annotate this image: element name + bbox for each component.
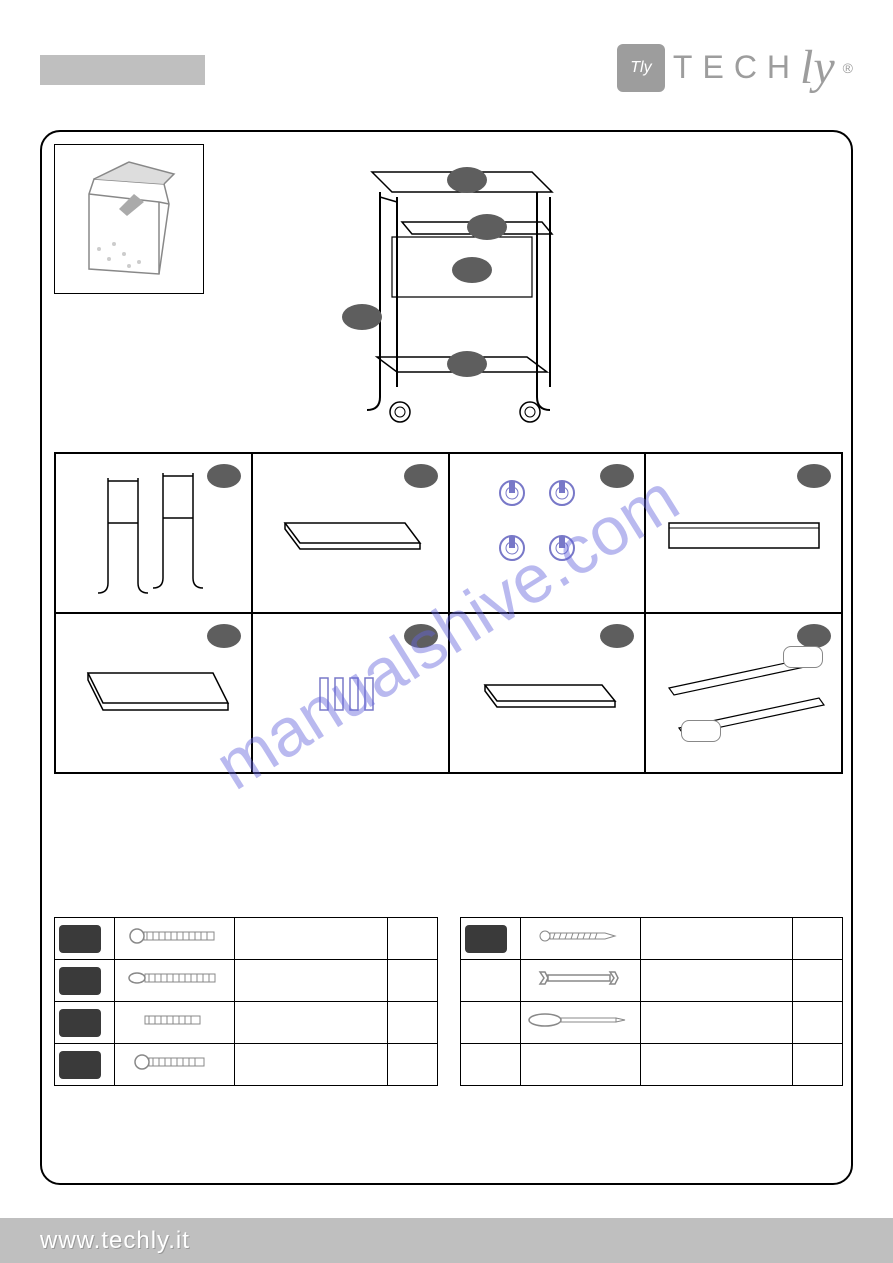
hw-qty	[793, 1044, 843, 1086]
screwdriver-icon	[520, 1002, 640, 1044]
part-badge	[600, 624, 634, 648]
part-badge	[207, 464, 241, 488]
hardware-table-right	[460, 917, 844, 1086]
rail-label	[783, 646, 823, 668]
hw-desc	[640, 1002, 793, 1044]
main-frame	[40, 130, 853, 1185]
table-row	[55, 918, 438, 960]
stud-icon	[115, 1002, 235, 1044]
product-exploded-view	[292, 142, 592, 442]
footer-url: www.techly.it	[40, 1227, 190, 1255]
header: Tly TECH ly ®	[0, 0, 893, 110]
table-row	[460, 918, 843, 960]
part-cell-legs	[55, 453, 252, 613]
hw-qty	[387, 960, 437, 1002]
hw-qty	[793, 918, 843, 960]
part-badge	[600, 464, 634, 488]
part-cell-shelf	[252, 453, 449, 613]
header-gray-bar	[40, 55, 205, 85]
hardware-tables	[54, 917, 843, 1086]
part-cell-top	[55, 613, 252, 773]
hw-qty	[793, 1002, 843, 1044]
hw-desc	[640, 960, 793, 1002]
bolt-icon	[115, 960, 235, 1002]
wrench-icon	[520, 960, 640, 1002]
package-box-icon	[54, 144, 204, 294]
hw-qty	[387, 1002, 437, 1044]
bolt-icon	[115, 918, 235, 960]
table-row	[460, 960, 843, 1002]
part-cell-panel	[645, 453, 842, 613]
hw-desc	[235, 960, 388, 1002]
hw-desc	[235, 918, 388, 960]
part-cell-dowels	[252, 613, 449, 773]
hw-badge	[59, 1009, 101, 1037]
part-badge	[797, 624, 831, 648]
logo-icon-text: Tly	[630, 59, 651, 77]
part-badge	[207, 624, 241, 648]
part-cell-tray	[449, 613, 646, 773]
rail-label	[681, 720, 721, 742]
table-row	[55, 1044, 438, 1086]
table-row	[55, 1002, 438, 1044]
logo-name: TECH	[673, 49, 800, 86]
part-cell-rails	[645, 613, 842, 773]
screw-icon	[520, 918, 640, 960]
hw-badge	[59, 967, 101, 995]
hw-badge	[465, 925, 507, 953]
part-badge	[797, 464, 831, 488]
hw-desc	[640, 918, 793, 960]
table-row	[460, 1044, 843, 1086]
registered-mark: ®	[843, 60, 853, 76]
part-cell-casters	[449, 453, 646, 613]
table-row	[460, 1002, 843, 1044]
table-row	[55, 960, 438, 1002]
parts-grid	[54, 452, 843, 774]
hw-desc	[640, 1044, 793, 1086]
hw-badge	[59, 925, 101, 953]
bolt-icon	[115, 1044, 235, 1086]
part-badge	[404, 624, 438, 648]
hardware-table-left	[54, 917, 438, 1086]
logo-icon: Tly	[617, 44, 665, 92]
hw-qty	[387, 918, 437, 960]
hw-desc	[235, 1044, 388, 1086]
hw-badge	[59, 1051, 101, 1079]
hw-qty	[387, 1044, 437, 1086]
brand-logo: Tly TECH ly ®	[617, 40, 853, 95]
part-badge	[404, 464, 438, 488]
hw-desc	[235, 1002, 388, 1044]
logo-script: ly	[800, 40, 835, 95]
footer: www.techly.it	[0, 1218, 893, 1263]
hw-qty	[793, 960, 843, 1002]
